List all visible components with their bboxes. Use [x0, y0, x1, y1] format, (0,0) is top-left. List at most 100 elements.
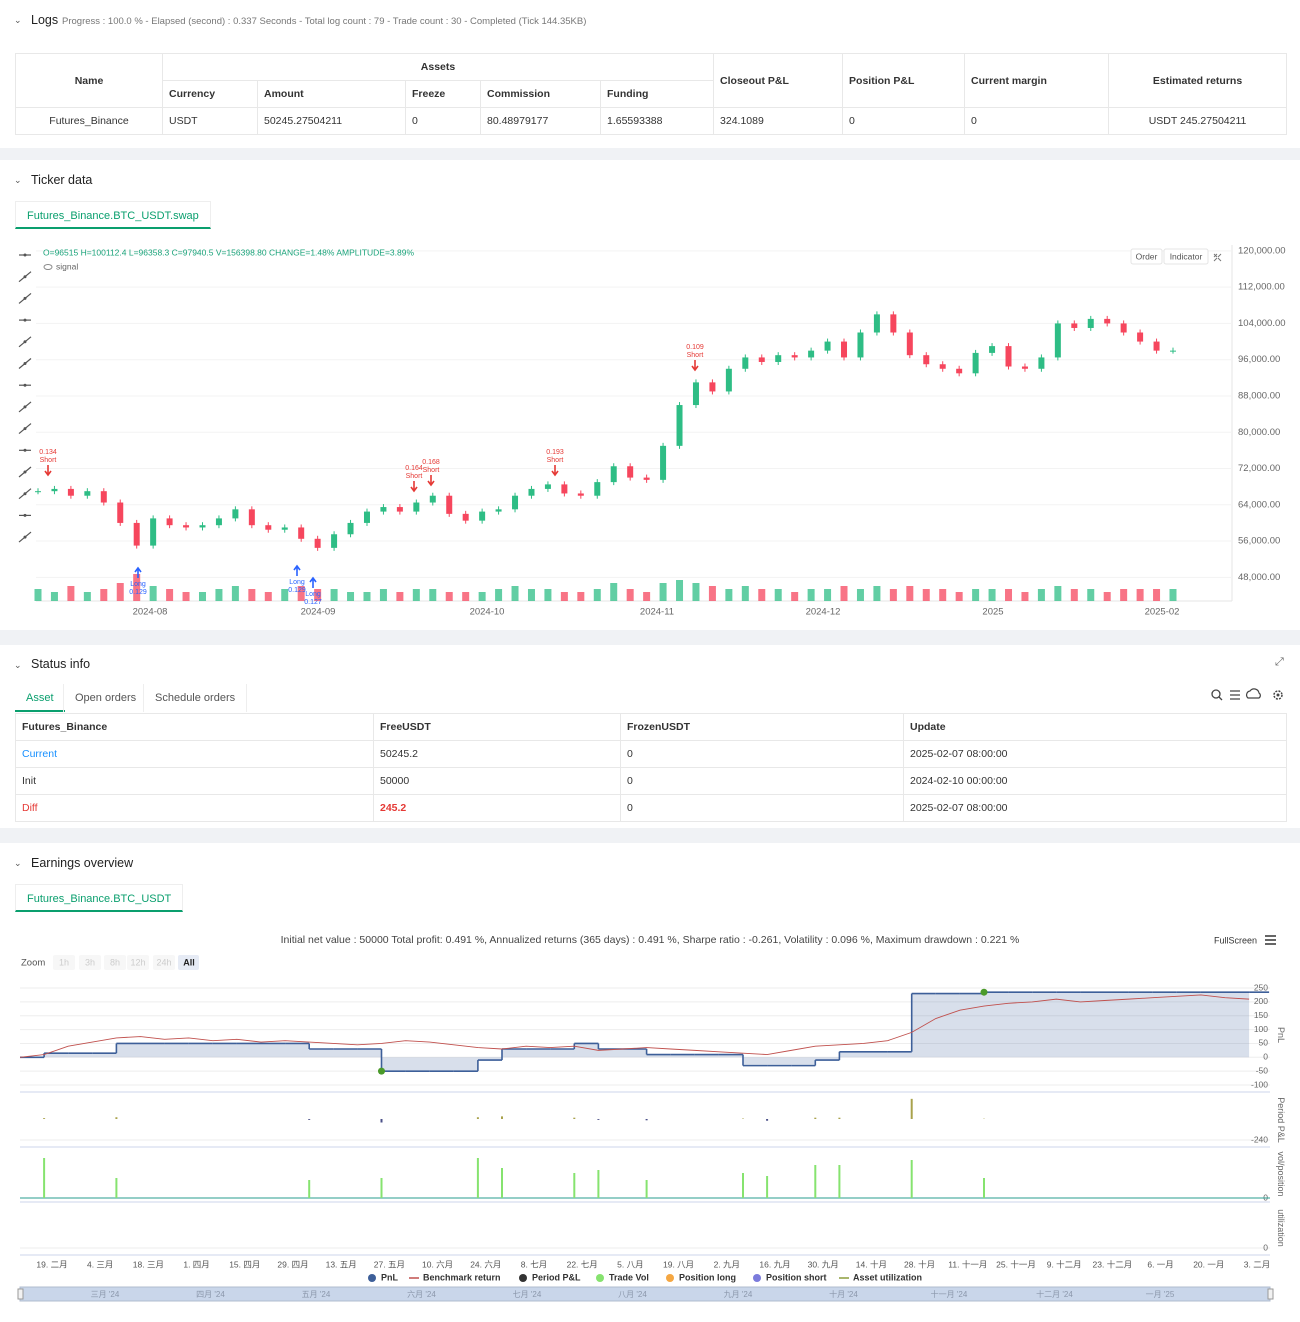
period-pnl-bar [573, 1117, 576, 1119]
cell: Init [15, 767, 374, 795]
volume-bar [67, 586, 75, 601]
tool-icon[interactable] [23, 492, 27, 496]
tool-icon[interactable] [23, 340, 27, 344]
signal-arrow [293, 564, 301, 576]
candle-body [133, 522, 140, 546]
signal-side: Long [130, 581, 146, 588]
volume-bar [626, 589, 634, 601]
tab[interactable]: Asset [15, 684, 65, 712]
chart-tab[interactable]: Futures_Binance.BTC_USDT [15, 884, 184, 912]
tool-icon[interactable] [23, 383, 27, 387]
tool-icon[interactable] [23, 318, 27, 322]
section-title: Status info [31, 657, 91, 671]
zoom-button[interactable] [104, 955, 126, 970]
legend-symbol[interactable] [519, 1274, 527, 1282]
candle-body [577, 493, 584, 496]
zoom-button[interactable] [178, 955, 199, 970]
volume-bar [939, 589, 947, 601]
period-pnl-bar [380, 1118, 383, 1123]
trade-vol-bar [597, 1170, 600, 1198]
navigator-label: 九月 '24 [724, 1290, 753, 1299]
candle-body [512, 495, 519, 510]
volume-bar [758, 589, 766, 601]
tool-icon[interactable] [23, 296, 27, 300]
tool-icon[interactable] [23, 405, 27, 409]
x-tick-label: 19. 八月 [663, 1259, 694, 1269]
x-tick-label: 2025 [982, 607, 1003, 618]
x-tick-label: 16. 九月 [759, 1259, 790, 1269]
candle-body [775, 355, 782, 362]
candle-body [495, 509, 502, 512]
legend-symbol[interactable] [368, 1274, 376, 1282]
tool-icon[interactable] [23, 362, 27, 365]
tool-icon[interactable] [23, 427, 27, 431]
x-tick-label: 2024-12 [806, 607, 841, 618]
collapse-icon[interactable]: ⌄ [14, 660, 22, 670]
x-tick-label: 2024-09 [301, 607, 336, 618]
tool-icon[interactable] [23, 275, 27, 279]
x-tick-label: 14. 十月 [856, 1259, 887, 1269]
y-tick-label: 0 [1263, 1052, 1268, 1062]
tool-icon[interactable] [23, 535, 27, 539]
candle-body [1038, 357, 1045, 369]
candle-body [709, 382, 716, 392]
chart-tab[interactable]: Futures_Binance.BTC_USDT.swap [15, 201, 211, 229]
y-tick-label: 0 [1263, 1192, 1268, 1202]
legend-label: PnL [381, 1272, 399, 1282]
zoom-button[interactable] [153, 955, 175, 970]
tab[interactable]: Schedule orders [143, 684, 248, 712]
zoom-button-label: 24h [156, 957, 171, 967]
x-tick-label: 19. 二月 [36, 1259, 67, 1269]
zoom-button[interactable] [79, 955, 101, 970]
volume-bar [429, 589, 437, 601]
volume-bar [281, 589, 289, 601]
zoom-button[interactable] [53, 955, 75, 970]
tab[interactable]: Open orders [63, 684, 147, 712]
tool-icon[interactable] [23, 253, 27, 257]
cell: 324.1089 [713, 107, 844, 135]
navigator-label: 一月 '25 [1146, 1290, 1175, 1299]
menu-icon[interactable] [1265, 935, 1276, 945]
zoom-button[interactable] [127, 955, 149, 970]
trade-vol-bar [742, 1173, 744, 1198]
y-tick-label: 64,000.00 [1238, 499, 1280, 510]
chart-button[interactable] [1163, 248, 1209, 265]
volume-bar [791, 592, 799, 601]
navigator-handle[interactable] [1267, 1288, 1274, 1300]
tool-icon[interactable] [23, 513, 27, 517]
subheader-cell: Funding [599, 80, 715, 108]
toolbar-icons[interactable] [1210, 688, 1290, 704]
volume-bar [741, 586, 749, 601]
expand-icon[interactable] [1213, 253, 1222, 262]
candle-body [1104, 318, 1111, 324]
candle-body [923, 355, 930, 365]
tool-icon[interactable] [23, 470, 27, 474]
expand-icon[interactable]: ⤢ [1275, 656, 1284, 668]
collapse-icon[interactable]: ⌄ [14, 858, 22, 868]
eye-icon[interactable] [43, 264, 53, 270]
stats-line: Initial net value : 50000 Total profit: … [281, 934, 1020, 946]
collapse-icon[interactable]: ⌄ [14, 175, 22, 185]
legend-symbol[interactable] [666, 1274, 674, 1282]
navigator-label: 六月 '24 [407, 1289, 436, 1299]
tool-icon[interactable] [23, 448, 27, 452]
collapse-icon[interactable]: ⌄ [14, 15, 22, 25]
legend-symbol[interactable] [596, 1274, 604, 1282]
volume-bar [314, 589, 322, 601]
candle-body [298, 527, 305, 539]
x-tick-label: 29. 四月 [277, 1259, 308, 1269]
chart-button[interactable] [1130, 248, 1163, 265]
volume-bar [906, 586, 914, 601]
legend-label: Position long [679, 1272, 736, 1282]
y-tick-label: -50 [1256, 1065, 1269, 1075]
navigator-handle[interactable] [17, 1288, 24, 1300]
volume-bar [972, 589, 980, 601]
log-summary: Progress : 100.0 % - Elapsed (second) : … [62, 16, 587, 27]
zoom-button-label: 1h [59, 957, 69, 967]
axis-title: utilization [1276, 1209, 1286, 1247]
legend-symbol[interactable] [753, 1274, 761, 1282]
header-cell: Closeout P&L [713, 53, 844, 108]
volume-bar [1169, 589, 1177, 601]
volume-bar [725, 589, 733, 601]
cell: 50245.2 [373, 740, 621, 768]
